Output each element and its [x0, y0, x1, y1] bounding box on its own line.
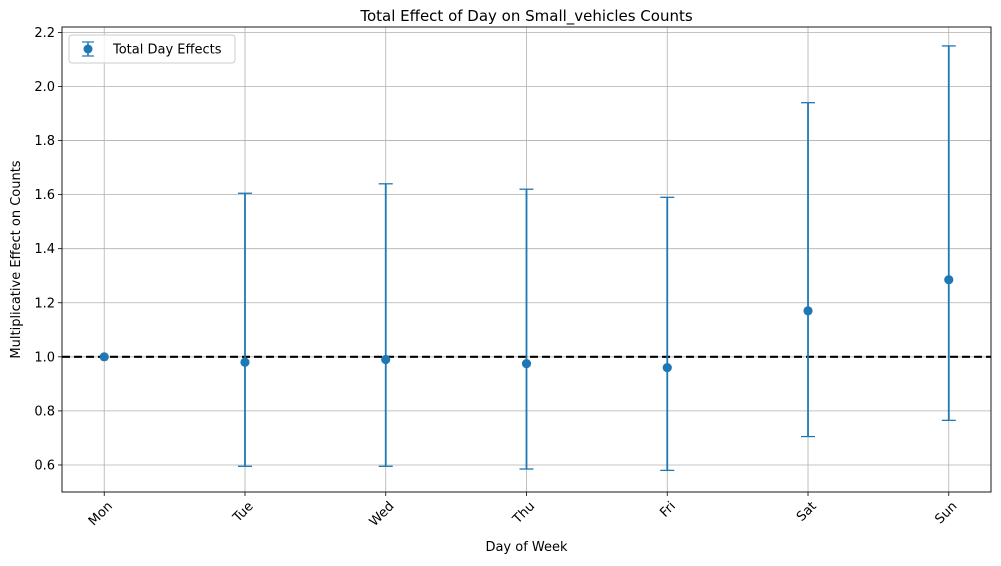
y-tick-label: 0.6 [34, 458, 55, 473]
data-point [521, 358, 532, 369]
y-tick-label: 1.8 [34, 134, 55, 149]
y-tick-label: 1.2 [34, 296, 55, 311]
y-axis-label: Multiplicative Effect on Counts [9, 160, 24, 358]
data-point [381, 354, 391, 365]
data-series [99, 45, 956, 472]
data-point [944, 275, 954, 285]
data-point [99, 352, 109, 362]
data-point [240, 357, 250, 367]
y-tick-label: 0.8 [34, 404, 55, 419]
y-tick-label: 1.6 [34, 188, 55, 203]
y-tick-label: 2.0 [34, 80, 55, 95]
data-point [662, 363, 672, 373]
data-point [803, 306, 813, 316]
legend-entry-label: Total Day Effects [112, 43, 222, 58]
legend-box [68, 34, 236, 64]
y-tick-label: 2.2 [34, 26, 55, 41]
legend: Total Day Effects [68, 34, 236, 64]
chart-title: Total Effect of Day on Small_vehicles Co… [359, 7, 693, 26]
y-tick-label: 1.4 [34, 242, 55, 257]
y-tick-label: 1.0 [34, 350, 55, 365]
legend-marker-icon [82, 41, 94, 57]
axes: Mon Tue Wed Thu Fri Sat Sun0.60.81.01.21.41.61… [34, 26, 992, 530]
legend-point [83, 44, 93, 54]
x-axis-label: Day of Week [485, 540, 568, 555]
plot-frame [61, 26, 992, 493]
